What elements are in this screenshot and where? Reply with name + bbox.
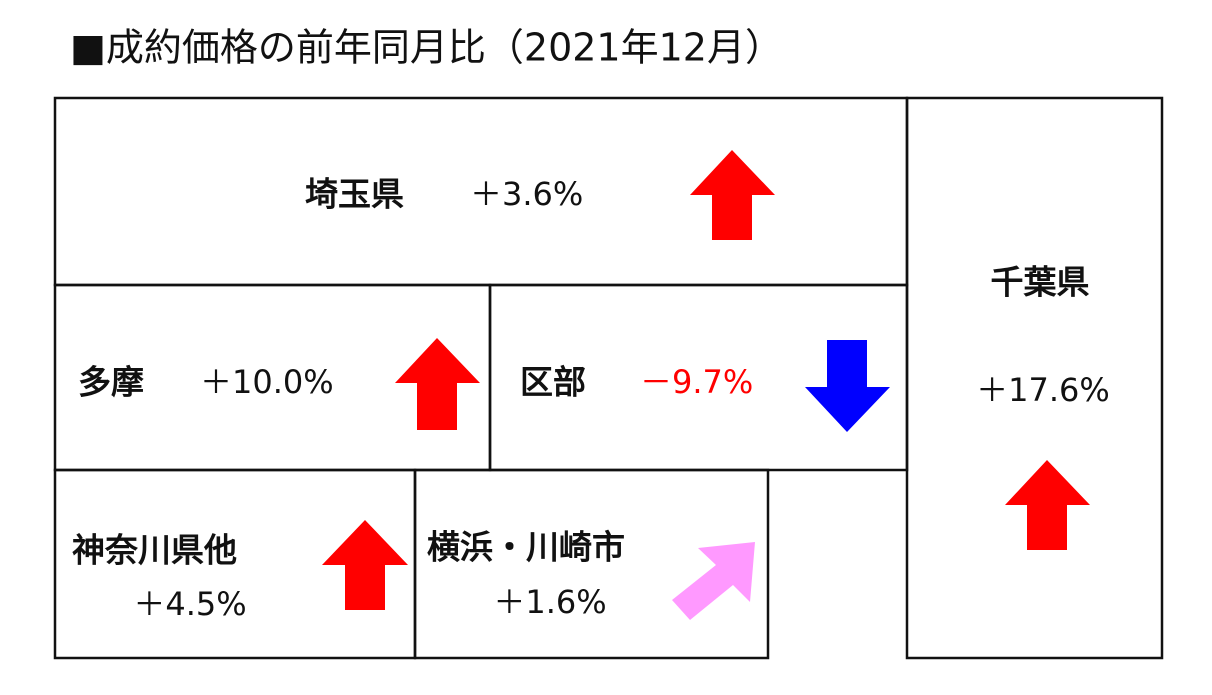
arrow-up [1005,460,1090,550]
region-name: 千葉県 [991,263,1090,302]
region-change: ＋1.6% [493,583,606,621]
arrow-up [690,150,775,240]
region-name: 埼玉県 [305,175,404,214]
region-name: 神奈川県他 [72,531,237,570]
region-change: ＋4.5% [133,585,246,623]
title: ■成約価格の前年同月比（2021年12月） [70,26,783,70]
arrow-up [322,520,408,610]
region-name: 横浜・川崎市 [427,528,625,567]
region-name: 多摩 [78,363,144,402]
region-change: －9.7% [640,363,753,401]
region-name: 区部 [520,363,586,402]
box-yokohama [413,468,770,660]
region-change: ＋17.6% [976,371,1110,409]
arrow-diagonal [672,542,755,620]
region-change: ＋3.6% [470,175,583,213]
arrow-up [395,338,480,430]
region-change: ＋10.0% [200,363,334,401]
arrow-down [805,340,890,432]
